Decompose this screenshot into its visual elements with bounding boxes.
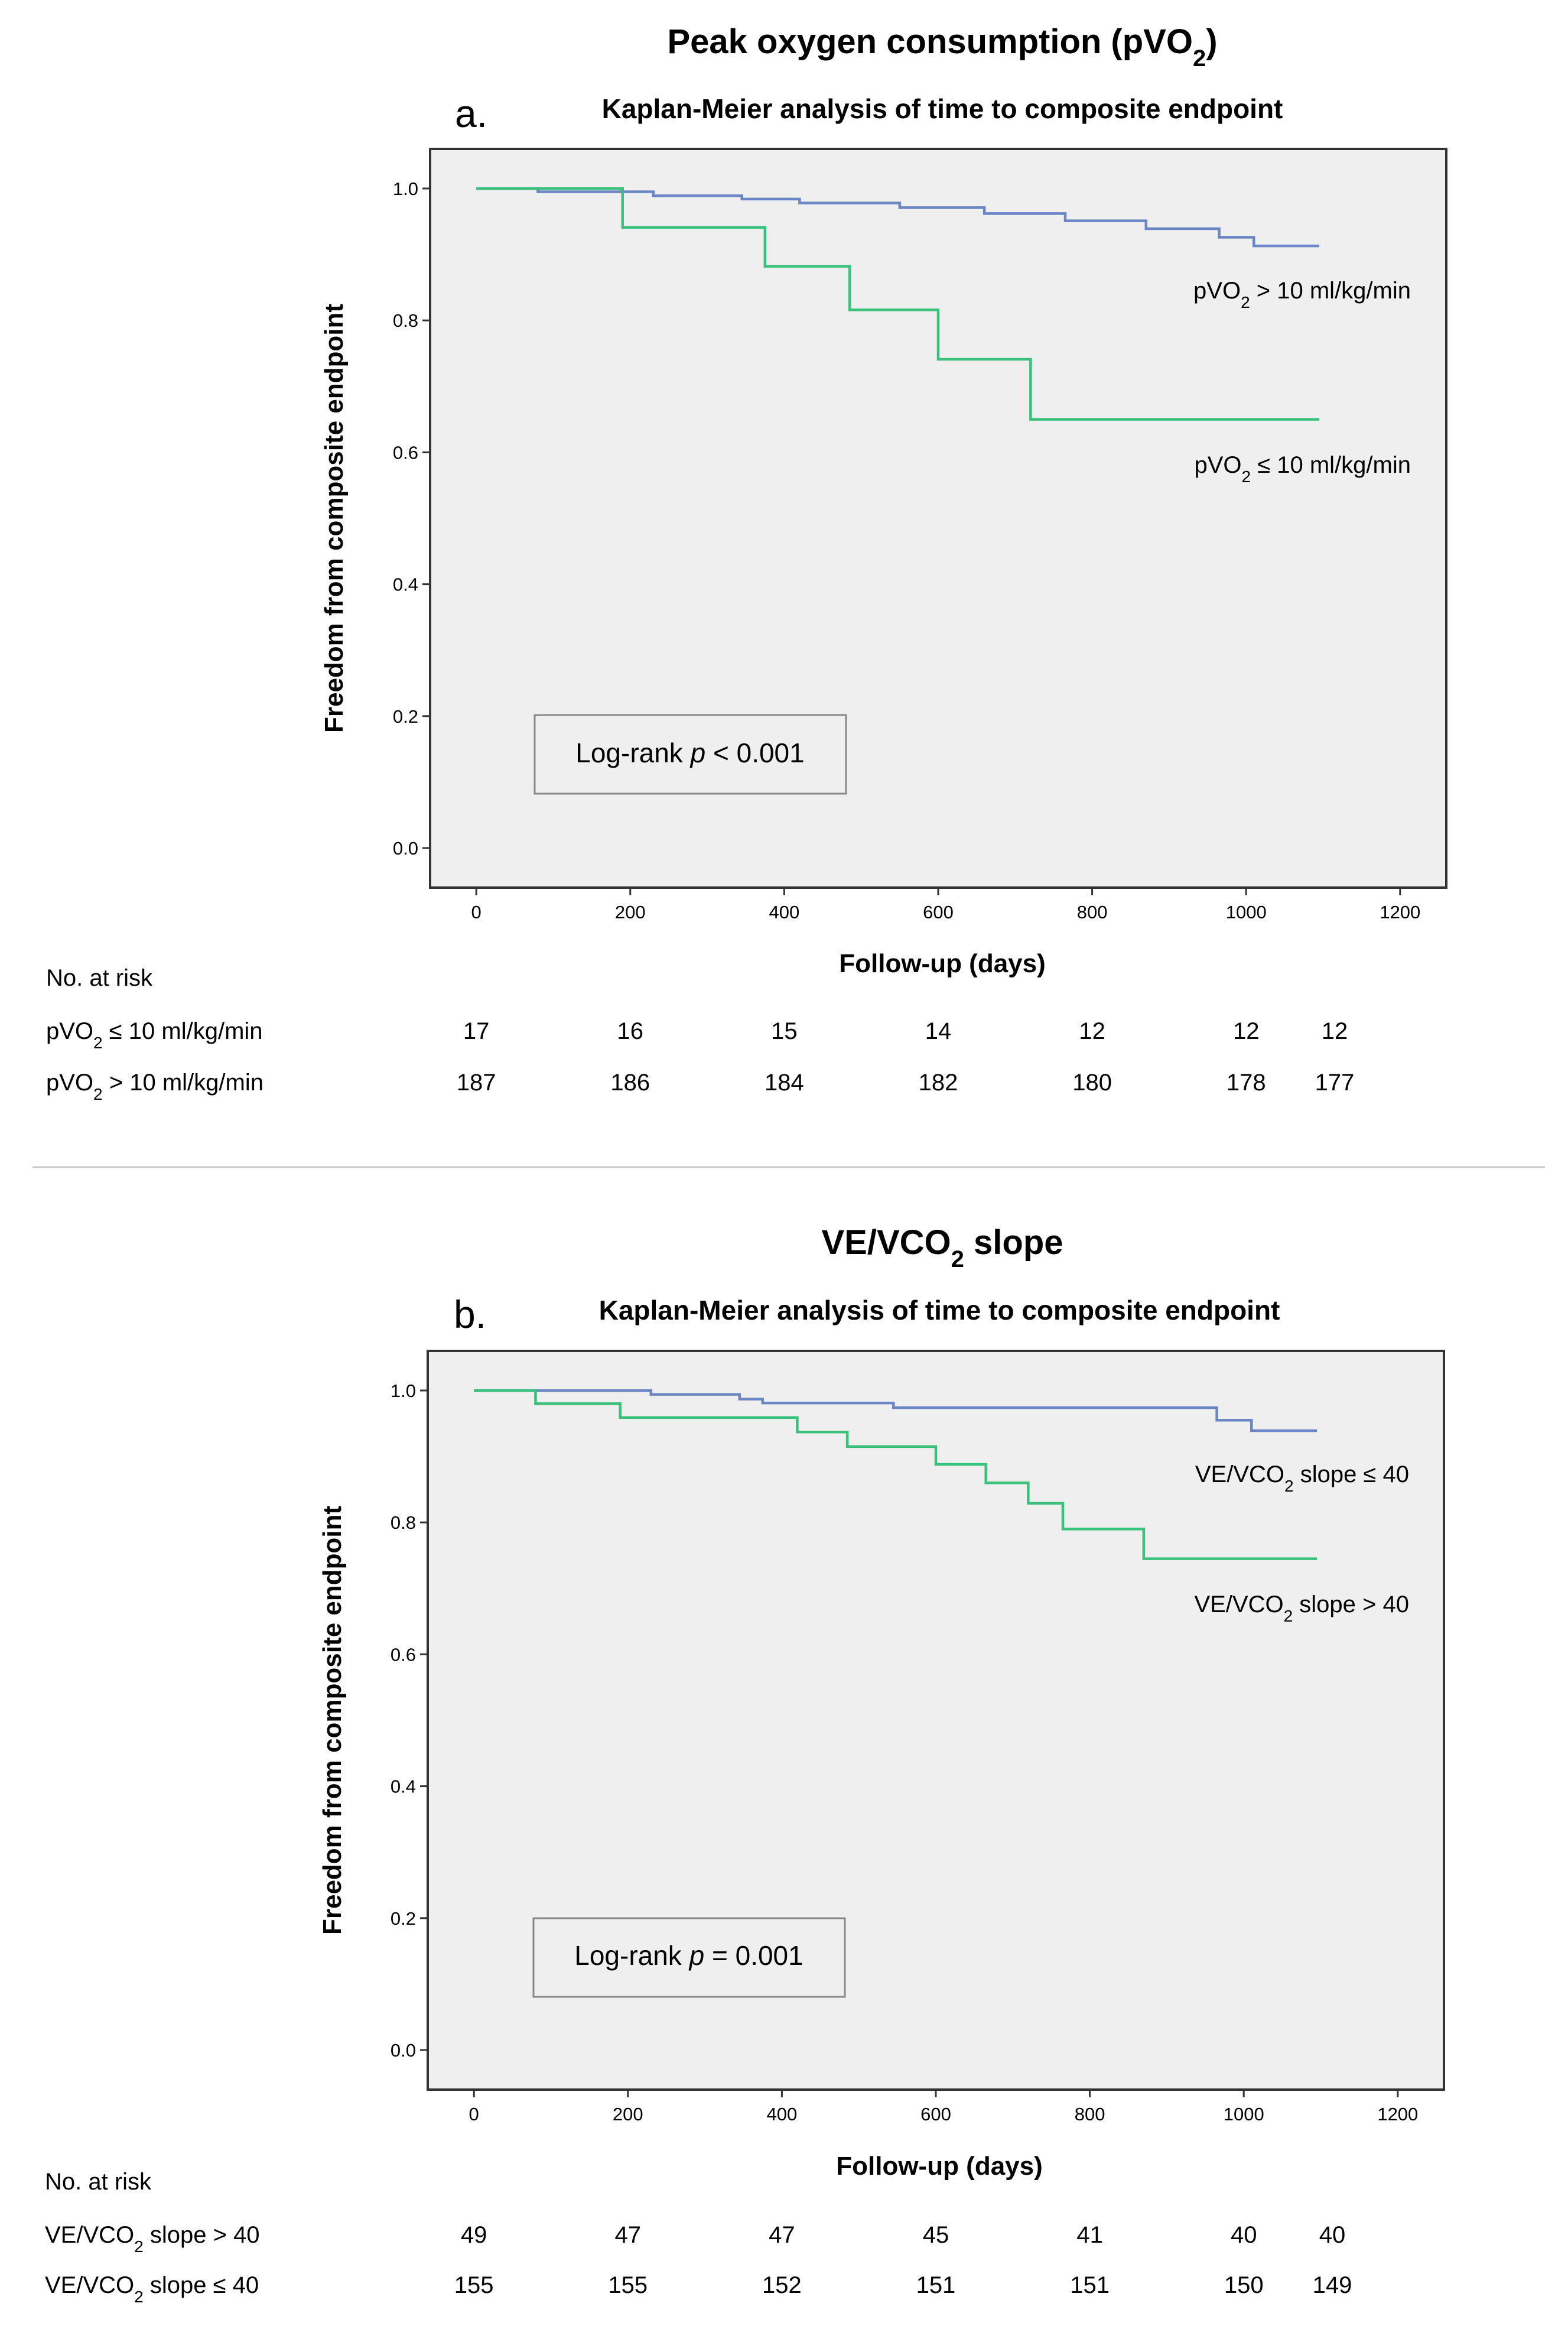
y-tick-label: 0.0 [393,838,418,859]
x-tick-label: 200 [613,2104,643,2124]
x-tick-label: 1200 [1380,902,1420,922]
x-tick-label: 600 [920,2104,951,2124]
y-tick-label: 0.8 [391,1512,416,1533]
panel-b-y-ticks: 0.0 0.2 0.4 0.6 0.8 1.0 [391,1380,428,2061]
x-tick-label: 400 [767,2104,798,2124]
panel-a-risk-row-1-label: pVO2 ≤ 10 ml/kg/min [46,1018,263,1052]
km-curve-series-1 [474,1389,1317,1432]
risk-value: 155 [454,2272,494,2298]
y-tick-label: 0.2 [391,1908,416,1929]
panel-b-risk-row-1-label: VE/VCO2 slope > 40 [45,2222,260,2256]
panel-b-plot-area [427,1350,1445,2091]
panel-a-risk-row-2-label: pVO2 > 10 ml/kg/min [46,1070,263,1103]
risk-value: 40 [1319,2222,1346,2248]
risk-value: 150 [1224,2272,1264,2298]
risk-value: 41 [1076,2222,1103,2248]
x-tick-label: 1000 [1226,902,1267,922]
panel-b-x-axis-label: Follow-up (days) [836,2152,1043,2181]
km-curve-series-2 [474,1389,1317,1560]
risk-value: 12 [1322,1018,1348,1044]
panel-a-x-ticks: 0 200 400 600 800 1000 1200 [471,888,1420,922]
panel-b-risk-values: 49 47 47 45 41 40 40 155 155 152 151 151 150 149 [454,2222,1352,2298]
risk-value: 178 [1227,1070,1266,1096]
panel-a-letter: a. [455,92,487,135]
risk-value: 186 [610,1070,650,1096]
x-tick-label: 1200 [1377,2104,1418,2124]
x-tick-label: 200 [615,902,646,922]
y-tick-label: 1.0 [391,1380,416,1401]
panel-a-logrank-text: Log-rank p < 0.001 [575,738,804,768]
risk-value: 152 [762,2272,802,2298]
panel-a-curve-label-high-pvo2: pVO2 > 10 ml/kg/min [1193,278,1411,311]
risk-value: 17 [463,1018,490,1044]
risk-value: 182 [919,1070,958,1096]
panel-a-risk-header: No. at risk [46,965,153,991]
risk-value: 45 [923,2222,949,2248]
risk-value: 47 [615,2222,642,2248]
risk-value: 12 [1233,1018,1260,1044]
y-tick-label: 0.6 [393,442,418,463]
risk-value: 149 [1313,2272,1352,2298]
risk-value: 49 [461,2222,487,2248]
risk-value: 177 [1315,1070,1355,1096]
panel-a-chart-title: Kaplan-Meier analysis of time to composi… [602,93,1283,124]
x-tick-label: 800 [1075,2104,1105,2124]
panel-b-heading: VE/VCO2 slope [821,1223,1063,1272]
y-tick-label: 0.4 [391,1776,416,1797]
panel-a-curve-label-low-pvo2: pVO2 ≤ 10 ml/kg/min [1194,452,1411,486]
risk-value: 155 [608,2272,648,2298]
x-tick-label: 800 [1077,902,1108,922]
risk-value: 184 [765,1070,804,1096]
panel-b-risk-header: No. at risk [45,2169,152,2195]
panel-a: Peak oxygen consumption (pVO2) a. Kaplan… [46,22,1447,1103]
risk-value: 151 [1070,2272,1110,2298]
x-tick-label: 400 [769,902,800,922]
panel-a-y-ticks: 0.0 0.2 0.4 0.6 0.8 1.0 [393,178,430,859]
panel-b-curve-label-high-slope: VE/VCO2 slope > 40 [1194,1591,1409,1625]
y-tick-label: 0.6 [391,1644,416,1665]
panel-b-x-ticks: 0 200 400 600 800 1000 1200 [469,2090,1418,2124]
y-tick-label: 1.0 [393,178,418,199]
risk-value: 15 [771,1018,798,1044]
km-curve-series-1 [476,187,1319,248]
risk-value: 14 [925,1018,952,1044]
risk-value: 40 [1231,2222,1257,2248]
x-tick-label: 0 [471,902,482,922]
panel-a-risk-values: 17 16 15 14 12 12 12 187 186 184 182 180 178 177 [457,1018,1355,1096]
x-tick-label: 600 [923,902,954,922]
y-tick-label: 0.8 [393,310,418,331]
panel-a-x-axis-label: Follow-up (days) [839,949,1046,978]
panel-a-logrank-box [533,714,847,795]
panel-a-curves [476,187,1319,421]
panel-b-y-axis-label: Freedom from composite endpoint [318,1506,347,1935]
panel-b-logrank-box [532,1917,846,1998]
risk-value: 47 [769,2222,795,2248]
x-tick-label: 1000 [1224,2104,1264,2124]
panel-b-logrank-text: Log-rank p = 0.001 [574,1940,803,1971]
risk-value: 180 [1072,1070,1112,1096]
y-tick-label: 0.4 [393,574,418,595]
panel-b-chart-title: Kaplan-Meier analysis of time to composi… [599,1295,1280,1326]
risk-value: 187 [457,1070,496,1096]
km-curve-series-2 [476,187,1319,421]
y-tick-label: 0.2 [393,706,418,727]
risk-value: 12 [1079,1018,1105,1044]
x-tick-label: 0 [469,2104,479,2124]
panel-a-y-axis-label: Freedom from composite endpoint [320,304,349,733]
panel-b-curve-label-low-slope: VE/VCO2 slope ≤ 40 [1195,1461,1409,1495]
panel-b: VE/VCO2 slope b. Kaplan-Meier analysis o… [45,1223,1445,2306]
risk-value: 151 [916,2272,956,2298]
risk-value: 16 [617,1018,644,1044]
panel-b-letter: b. [454,1292,486,1336]
panel-b-curves [474,1389,1317,1560]
panel-a-heading: Peak oxygen consumption (pVO2) [667,22,1217,72]
panel-b-risk-row-2-label: VE/VCO2 slope ≤ 40 [45,2272,259,2306]
y-tick-label: 0.0 [391,2040,416,2061]
panel-a-plot-area [429,148,1447,889]
